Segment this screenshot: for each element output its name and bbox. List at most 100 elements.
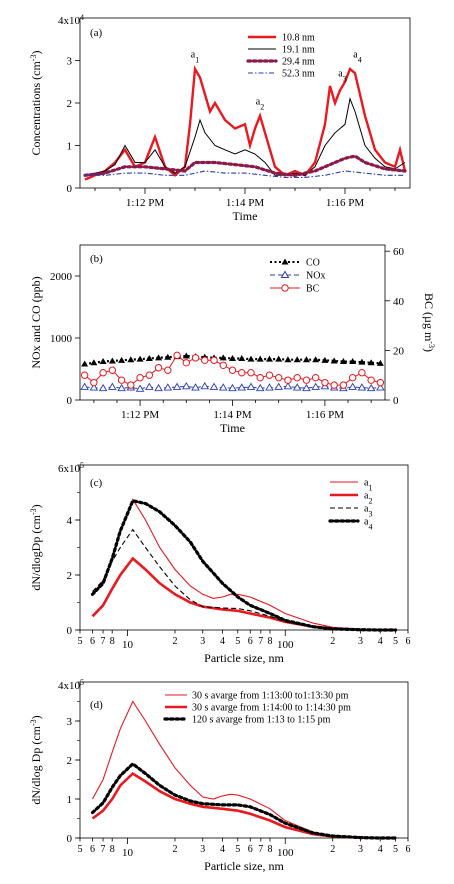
data-point-bc <box>321 378 329 387</box>
data-point-bc <box>154 364 163 372</box>
data-point-bc <box>219 361 227 369</box>
legend-label: a4 <box>364 517 372 532</box>
plot-frame-b <box>79 244 386 401</box>
x-tick-label: 7 <box>101 636 106 647</box>
data-point-bc <box>117 376 126 384</box>
x-tick-label: 1:12 PM <box>126 197 164 209</box>
data-point-co <box>312 356 320 363</box>
data-point-co <box>219 354 227 361</box>
x-tick-label: 5 <box>78 636 83 647</box>
x-tick-label: 6 <box>406 636 411 647</box>
data-point-nox <box>200 381 210 390</box>
data-point-co <box>90 359 98 366</box>
y-tick-label: 2 <box>67 570 73 582</box>
series-line-3 <box>90 761 398 840</box>
data-point-bc <box>275 373 283 382</box>
data-point-co <box>339 358 347 365</box>
plot-frame-a <box>79 17 411 189</box>
x-tick-label: 5 <box>78 844 83 855</box>
data-point-bc <box>99 369 107 377</box>
y2-tick-label: 0 <box>393 395 399 407</box>
panel-label: (d) <box>90 699 103 711</box>
x-axis-label: Particle size, nm <box>204 651 284 665</box>
data-point-co <box>275 355 283 362</box>
x-tick-label: 100 <box>277 639 294 651</box>
data-point-co <box>256 355 264 362</box>
y-tick-label: 1 <box>67 794 73 806</box>
data-point-co <box>182 352 190 359</box>
legend-label: 30 s avarge from 1:14:00 to 1:14:30 pm <box>192 703 351 714</box>
data-point-bc <box>228 366 237 374</box>
y-axis-label: Concentrations (cm-3) <box>29 51 44 156</box>
data-point-nox <box>255 383 265 392</box>
legend-label: 52.3 nm <box>282 69 315 80</box>
annotation-label: a3 <box>338 69 346 84</box>
x-tick-label: 2 <box>330 636 335 647</box>
data-point-nox <box>182 381 191 390</box>
data-point-nox <box>311 382 320 390</box>
x-tick-label: 5 <box>235 636 240 647</box>
data-point-nox <box>191 383 200 391</box>
y2-tick-label: 40 <box>393 296 405 308</box>
data-point-nox <box>274 382 283 390</box>
data-point-bc <box>145 371 154 379</box>
legend-label: 120 s avarge from 1:13 to 1:15 pm <box>192 715 331 726</box>
y-multiplier-label: 4x104 <box>58 13 84 28</box>
legend-label: 10.8 nm <box>282 33 315 44</box>
data-point-bc <box>339 381 348 389</box>
x-tick-label: 5 <box>393 844 398 855</box>
data-point-bc <box>348 373 357 382</box>
x-axis-label: Time <box>233 209 258 223</box>
x-tick-label: 1:14 PM <box>226 197 264 209</box>
annotation-label: a1 <box>191 50 199 65</box>
x-tick-label: 3 <box>200 636 205 647</box>
y-tick-label: 0 <box>67 395 73 407</box>
x-tick-label: 4 <box>378 844 383 855</box>
x-tick-label: 10 <box>122 639 134 651</box>
data-point-nox <box>357 383 367 391</box>
legend-marker <box>281 284 289 292</box>
data-point-co <box>145 354 153 361</box>
y-tick-label: 2 <box>67 755 73 767</box>
data-point-bc <box>238 369 246 377</box>
x-tick-label: 6 <box>248 636 253 647</box>
data-point-co <box>247 355 255 362</box>
data-point-nox <box>163 383 173 391</box>
legend-label: a3 <box>364 504 372 519</box>
data-point-nox <box>246 382 256 390</box>
y-tick-label: 3 <box>67 56 73 68</box>
x-tick-label: 4 <box>220 844 225 855</box>
data-point-nox <box>209 382 219 390</box>
plot-frame-c <box>79 464 409 631</box>
data-point-bc <box>201 356 209 365</box>
data-point-bc <box>80 371 89 379</box>
legend-label: CO <box>306 258 320 269</box>
y2-tick-label: 60 <box>393 246 405 258</box>
legend-label: a2 <box>364 491 372 506</box>
legend-label: NOx <box>306 271 325 282</box>
data-point-nox <box>145 382 154 390</box>
series-line-52-3-nm <box>85 170 405 178</box>
y-tick-label: 4 <box>67 515 73 527</box>
y-multiplier-label: 6x105 <box>58 461 84 476</box>
series-line-10-8-nm <box>84 65 407 181</box>
panel-label: (c) <box>90 477 103 489</box>
data-point-bc <box>367 376 375 384</box>
data-point-nox <box>237 383 247 391</box>
data-point-nox <box>376 383 385 391</box>
x-tick-label: 2 <box>330 844 335 855</box>
data-point-co <box>99 358 107 365</box>
data-point-nox <box>89 383 99 391</box>
data-point-nox <box>292 383 302 391</box>
y-tick-label: 2000 <box>50 271 73 283</box>
data-point-co <box>127 356 135 363</box>
data-point-nox <box>348 382 357 390</box>
x-tick-label: 7 <box>258 636 263 647</box>
data-point-nox <box>80 382 89 390</box>
x-tick-label: 100 <box>277 847 294 859</box>
data-point-nox <box>228 383 237 392</box>
x-axis-label: Particle size, nm <box>204 859 284 873</box>
legend-marker <box>280 270 290 278</box>
x-tick-label: 3 <box>200 844 205 855</box>
